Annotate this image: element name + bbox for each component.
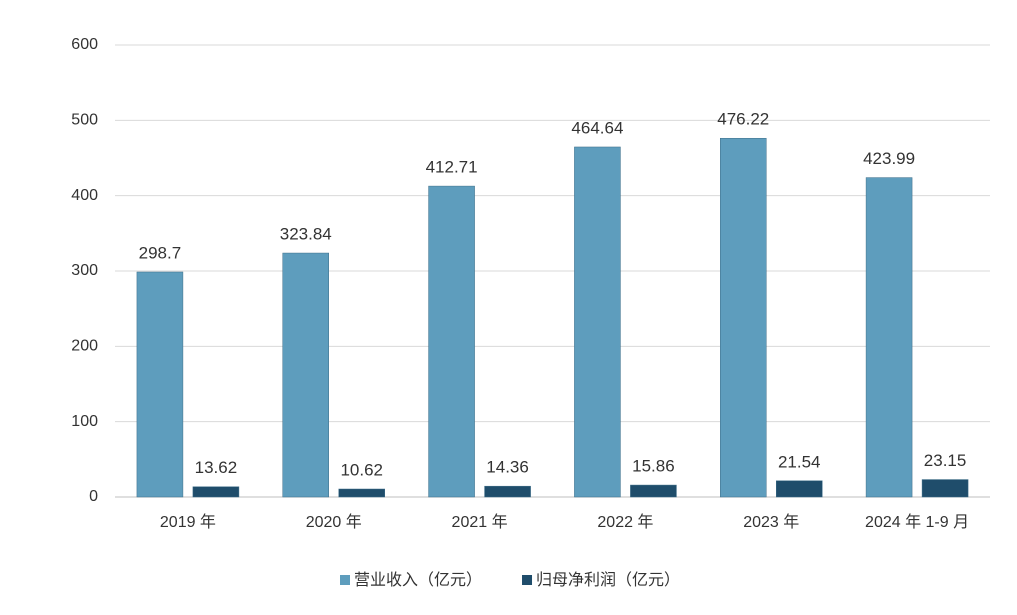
y-tick-label: 200 [71, 338, 98, 355]
bar [136, 271, 184, 498]
y-tick-label: 400 [71, 187, 98, 204]
y-tick-label: 0 [89, 488, 98, 505]
x-tick-label: 2019 年 [160, 513, 216, 531]
bar [338, 488, 385, 498]
data-label: 21.54 [778, 452, 821, 471]
legend-label: 归母净利润（亿元） [536, 571, 680, 589]
x-tick-label: 2023 年 [743, 513, 799, 531]
bar [574, 146, 621, 498]
data-label: 323.84 [280, 225, 332, 244]
data-label: 412.71 [426, 158, 478, 177]
bar [428, 185, 475, 498]
bar [630, 484, 677, 498]
bar [282, 252, 329, 498]
data-label: 15.86 [632, 457, 675, 476]
data-label: 14.36 [486, 458, 529, 477]
x-tick-label: 2024 年 1-9 月 [865, 513, 969, 531]
data-label: 298.7 [139, 243, 182, 262]
bar [865, 177, 913, 498]
data-label: 10.62 [340, 460, 383, 479]
x-tick-label: 2022 年 [597, 513, 653, 531]
bar [776, 480, 823, 498]
y-tick-label: 100 [71, 413, 98, 430]
bar [720, 137, 767, 498]
y-tick-label: 500 [71, 112, 98, 129]
bar [484, 485, 531, 498]
x-tick-label: 2020 年 [306, 513, 362, 531]
bar [921, 479, 969, 498]
y-tick-label: 600 [71, 36, 98, 53]
legend-label: 营业收入（亿元） [354, 571, 482, 589]
data-label: 423.99 [863, 149, 915, 168]
bar [192, 486, 240, 498]
data-label: 13.62 [195, 458, 238, 477]
y-tick-label: 300 [71, 262, 98, 279]
x-tick-label: 2021 年 [452, 513, 508, 531]
data-label: 476.22 [717, 110, 769, 129]
legend-swatch [340, 575, 350, 585]
data-label: 464.64 [571, 118, 623, 137]
legend-swatch [522, 575, 533, 585]
data-label: 23.15 [924, 451, 967, 470]
